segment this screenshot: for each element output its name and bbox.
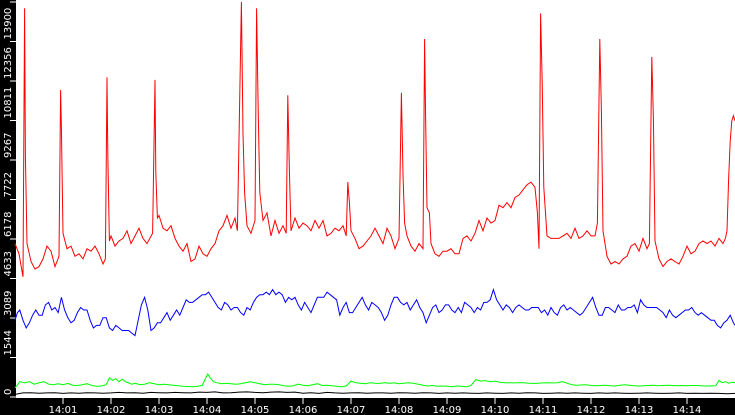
series-line-red	[14, 1, 735, 277]
x-tick-label: 14:09	[433, 405, 462, 415]
x-tick-label: 14:04	[193, 405, 222, 415]
series-line-blue	[14, 287, 735, 337]
series-line-black	[14, 391, 735, 395]
y-tick-label: 12356	[3, 47, 14, 79]
x-tick-label: 14:03	[145, 405, 174, 415]
y-tick-label: 3089	[3, 291, 14, 316]
y-tick-label: 6178	[3, 212, 14, 237]
x-tick-label: 14:07	[337, 405, 366, 415]
series-line-green	[14, 372, 735, 389]
x-tick-label: 14:10	[481, 405, 510, 415]
y-axis: 0 1544 3089 4633 6178 7722 9267 10811 12356 13900…	[3, 1, 16, 398]
y-tick-label: 1544	[3, 330, 14, 355]
x-axis: 14:01 14:02 14:03 14:04 14:05 14:06 14:07 14:08…	[49, 398, 702, 415]
x-tick-label: 14:01	[49, 405, 78, 415]
y-tick-label: 13900	[3, 8, 14, 40]
plot-area	[16, 0, 735, 398]
y-tick-label: 9267	[3, 133, 14, 158]
x-tick-label: 14:02	[97, 405, 126, 415]
x-tick-label: 14:06	[289, 405, 318, 415]
y-tick-label: 0	[3, 389, 14, 395]
x-tick-label: 14:14	[673, 405, 702, 415]
y-tick-label: 4633	[3, 251, 14, 276]
y-tick-label: 7722	[3, 172, 14, 197]
y-tick-label: 10811	[3, 87, 14, 119]
series-layer	[14, 1, 735, 395]
x-tick-label: 14:11	[529, 405, 558, 415]
x-tick-label: 14:13	[625, 405, 654, 415]
x-tick-label: 14:05	[241, 405, 270, 415]
x-tick-label: 14:08	[385, 405, 414, 415]
x-tick-label: 14:12	[577, 405, 606, 415]
